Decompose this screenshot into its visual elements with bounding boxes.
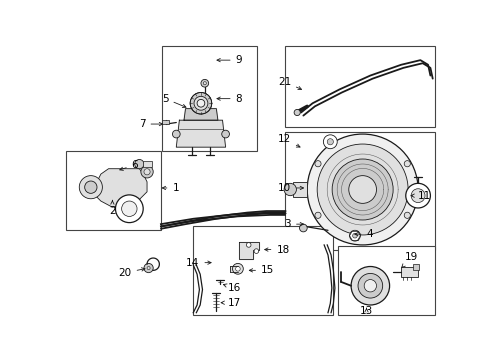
Circle shape xyxy=(194,96,207,110)
Bar xyxy=(400,266,417,277)
Text: 5: 5 xyxy=(162,94,185,108)
Circle shape xyxy=(284,183,296,195)
Circle shape xyxy=(323,135,337,149)
Text: 21: 21 xyxy=(277,77,301,90)
Circle shape xyxy=(357,274,382,298)
Text: 12: 12 xyxy=(277,134,300,147)
Text: 2: 2 xyxy=(109,201,116,216)
Bar xyxy=(285,132,434,249)
Circle shape xyxy=(203,82,206,85)
Circle shape xyxy=(254,249,258,253)
Text: 6: 6 xyxy=(120,160,138,170)
Circle shape xyxy=(314,161,321,167)
Bar xyxy=(193,226,333,315)
Bar xyxy=(337,246,434,315)
Circle shape xyxy=(404,161,409,167)
Circle shape xyxy=(299,224,306,232)
Bar xyxy=(230,266,238,272)
Text: 4: 4 xyxy=(354,229,372,239)
Text: 20: 20 xyxy=(118,267,144,278)
Circle shape xyxy=(197,99,204,107)
Text: 13: 13 xyxy=(359,306,372,316)
Bar xyxy=(162,120,168,124)
Circle shape xyxy=(404,212,409,219)
Circle shape xyxy=(235,266,240,271)
Circle shape xyxy=(122,201,137,216)
Circle shape xyxy=(201,80,208,87)
Circle shape xyxy=(293,109,300,116)
Text: 15: 15 xyxy=(249,265,274,275)
Polygon shape xyxy=(239,242,258,259)
Text: 10: 10 xyxy=(277,183,303,193)
Text: 11: 11 xyxy=(410,191,430,201)
Circle shape xyxy=(172,130,180,138)
Polygon shape xyxy=(176,120,225,147)
Bar xyxy=(143,161,152,167)
Text: 7: 7 xyxy=(139,119,162,129)
Text: 9: 9 xyxy=(217,55,242,65)
Circle shape xyxy=(349,230,360,241)
Circle shape xyxy=(306,134,417,245)
Circle shape xyxy=(221,130,229,138)
Bar xyxy=(66,151,161,230)
Text: 18: 18 xyxy=(264,244,289,255)
Circle shape xyxy=(331,159,392,220)
Text: 19: 19 xyxy=(401,252,417,267)
Circle shape xyxy=(115,195,143,222)
Circle shape xyxy=(246,243,250,247)
Circle shape xyxy=(143,169,150,175)
Circle shape xyxy=(326,139,333,145)
Circle shape xyxy=(410,189,424,203)
Circle shape xyxy=(190,93,211,114)
Circle shape xyxy=(350,266,389,305)
Circle shape xyxy=(147,266,150,270)
Circle shape xyxy=(348,176,376,203)
Circle shape xyxy=(352,233,357,238)
Circle shape xyxy=(405,183,429,208)
Bar xyxy=(293,182,306,197)
Bar xyxy=(162,46,257,151)
Circle shape xyxy=(143,264,153,273)
Circle shape xyxy=(84,181,97,193)
Circle shape xyxy=(141,166,153,178)
Text: 8: 8 xyxy=(217,94,242,104)
Circle shape xyxy=(232,264,243,274)
Polygon shape xyxy=(183,109,218,120)
Circle shape xyxy=(314,212,321,219)
Polygon shape xyxy=(93,169,147,207)
Text: 16: 16 xyxy=(223,283,241,293)
Text: 17: 17 xyxy=(221,298,241,308)
Circle shape xyxy=(317,144,407,235)
Text: 3: 3 xyxy=(284,219,303,229)
Text: 14: 14 xyxy=(186,258,211,267)
Text: 1: 1 xyxy=(162,183,179,193)
Bar xyxy=(412,264,418,270)
Bar xyxy=(285,46,434,127)
Circle shape xyxy=(135,159,143,169)
Circle shape xyxy=(79,176,102,199)
Circle shape xyxy=(364,280,376,292)
